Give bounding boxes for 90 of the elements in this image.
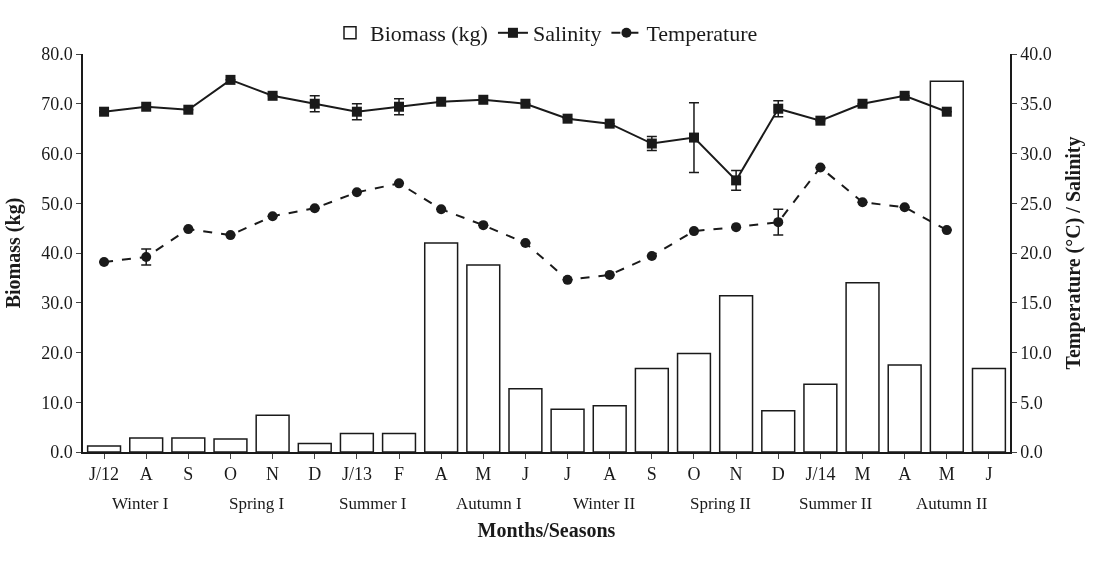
- point: [562, 113, 573, 124]
- x-tick-label: F: [394, 464, 405, 485]
- point: [478, 220, 489, 231]
- y-axis-title: Biomass (kg): [2, 197, 26, 309]
- point: [646, 250, 657, 261]
- y2-tick-label: 15.0: [1020, 293, 1052, 314]
- text: Autumn I: [456, 494, 522, 513]
- x-tick-label: N: [729, 464, 743, 485]
- y-tick-label: 20.0: [41, 342, 73, 363]
- point: [436, 204, 447, 215]
- point: [520, 98, 531, 109]
- x-tick-label: J/12: [89, 464, 120, 485]
- y-tick-label: 60.0: [41, 143, 73, 164]
- point: [815, 115, 826, 126]
- point: [99, 106, 110, 117]
- point: [773, 217, 784, 228]
- point: [225, 74, 236, 85]
- point: [857, 98, 868, 109]
- point: [731, 175, 742, 186]
- point: [267, 211, 278, 222]
- text: Summer I: [339, 494, 407, 513]
- point: [562, 274, 573, 285]
- x-tick-label: M: [854, 464, 871, 485]
- point: [351, 187, 362, 198]
- y-tick-label: 0.0: [50, 442, 73, 463]
- point: [99, 256, 110, 267]
- x-tick-label: M: [938, 464, 955, 485]
- point: [815, 162, 826, 173]
- point: [731, 222, 742, 233]
- legend-label: Salinity: [532, 21, 602, 47]
- y2-tick-label: 0.0: [1020, 442, 1043, 463]
- point: [857, 197, 868, 208]
- point: [899, 90, 910, 101]
- x-tick-label: N: [266, 464, 280, 485]
- y2-tick-label: 20.0: [1020, 243, 1052, 264]
- x-tick-label: S: [183, 464, 194, 485]
- y2-tick-label: 5.0: [1020, 392, 1043, 413]
- point: [309, 203, 320, 214]
- point: [520, 238, 531, 249]
- point: [941, 225, 952, 236]
- text: Summer II: [799, 494, 873, 513]
- y2-tick-label: 30.0: [1020, 143, 1052, 164]
- x-tick-label: J: [521, 464, 529, 485]
- legend-label: Biomass (kg): [370, 21, 488, 47]
- text: Autumn II: [916, 494, 988, 513]
- x-tick-label: J/14: [805, 464, 836, 485]
- x-tick-label: J: [564, 464, 572, 485]
- y2-axis-title: Temperature (°C) / Salinity: [1061, 136, 1085, 370]
- point: [436, 96, 447, 107]
- y2-tick-label: 40.0: [1020, 44, 1052, 65]
- x-tick-label: A: [898, 464, 912, 485]
- y2-tick-label: 10.0: [1020, 342, 1052, 363]
- x-tick-label: D: [308, 464, 322, 485]
- text: Winter I: [112, 494, 169, 513]
- point: [688, 226, 699, 237]
- point: [604, 118, 615, 129]
- point: [183, 104, 194, 115]
- point: [183, 224, 194, 235]
- y-tick-label: 40.0: [41, 243, 73, 264]
- point: [941, 106, 952, 117]
- x-tick-label: A: [434, 464, 448, 485]
- x-tick-label: M: [475, 464, 492, 485]
- point: [478, 94, 489, 105]
- y-tick-label: 50.0: [41, 193, 73, 214]
- legend-label: Temperature: [646, 21, 758, 47]
- point: [225, 230, 236, 241]
- point: [141, 101, 152, 112]
- x-tick-label: O: [687, 464, 701, 485]
- x-tick-label: D: [771, 464, 785, 485]
- text: Spring I: [229, 494, 285, 513]
- y-tick-label: 70.0: [41, 94, 73, 115]
- x-tick-label: A: [139, 464, 153, 485]
- text: Spring II: [690, 494, 752, 513]
- x-tick-label: A: [603, 464, 617, 485]
- point: [688, 132, 699, 143]
- y-tick-label: 30.0: [41, 293, 73, 314]
- x-axis-title: Months/Seasons: [477, 519, 616, 542]
- text: Winter II: [573, 494, 636, 513]
- point: [394, 178, 405, 189]
- x-tick-label: J/13: [341, 464, 372, 485]
- x-tick-label: O: [223, 464, 237, 485]
- x-tick-label: J: [985, 464, 993, 485]
- y2-tick-label: 35.0: [1020, 94, 1052, 115]
- point: [267, 90, 278, 101]
- y2-tick-label: 25.0: [1020, 193, 1052, 214]
- y-tick-label: 80.0: [41, 44, 73, 65]
- x-tick-label: S: [646, 464, 657, 485]
- y-tick-label: 10.0: [41, 392, 73, 413]
- point: [604, 269, 615, 280]
- point: [899, 202, 910, 213]
